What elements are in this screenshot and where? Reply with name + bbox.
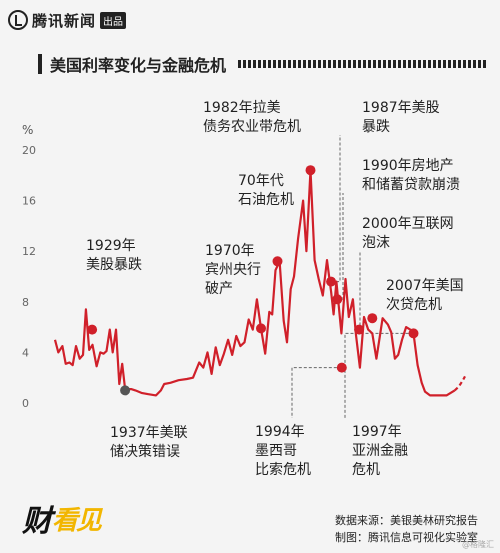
event-label-line: 1929年 xyxy=(86,238,136,254)
brand-tag: 出品 xyxy=(100,11,127,29)
event-label-line: 债务农业带危机 xyxy=(203,119,301,135)
event-label-line: 石油危机 xyxy=(238,192,294,208)
event-label-line: 储决策错误 xyxy=(110,443,180,460)
y-tick-label: 16 xyxy=(22,195,36,208)
annotation-leader-line xyxy=(331,135,341,283)
event-label-line: 宾州央行 xyxy=(205,262,261,278)
title-decor-line xyxy=(238,60,488,68)
y-tick-label: 20 xyxy=(22,144,36,157)
source-line-1: 数据来源：美银美林研究报告 xyxy=(335,514,478,527)
rate-lines xyxy=(53,169,466,397)
event-label-line: 2007年美国 xyxy=(386,278,464,294)
event-markers xyxy=(87,165,419,396)
event-marker xyxy=(332,294,343,305)
event-label-line: 亚洲金融 xyxy=(352,443,408,459)
logo-part-1: 财 xyxy=(22,504,52,539)
event-label-line: 1987年美股 xyxy=(362,100,440,116)
event-label-line: 2000年互联网 xyxy=(362,216,454,232)
chart-title-row: 美国利率变化与金融危机 xyxy=(38,50,488,78)
event-label-line: 1982年拉美 xyxy=(203,100,281,116)
event-label-line: 70年代 xyxy=(238,173,284,189)
event-marker xyxy=(354,324,365,335)
event-label-line: 泡沫 xyxy=(362,235,390,251)
rate-forecast-line xyxy=(453,375,466,392)
tencent-news-logo-icon xyxy=(8,10,28,30)
event-marker xyxy=(272,256,283,267)
event-marker xyxy=(87,324,98,335)
brand[interactable]: 腾讯新闻 出品 xyxy=(8,8,127,32)
chart-title: 美国利率变化与金融危机 xyxy=(50,56,227,75)
event-label-line: 比索危机 xyxy=(255,461,311,478)
y-tick-label: 12 xyxy=(22,245,36,258)
event-label-line: 墨西哥 xyxy=(255,443,297,459)
y-tick-label: 8 xyxy=(22,296,29,309)
event-marker xyxy=(408,328,419,339)
event-marker xyxy=(367,313,378,324)
y-tick-label: 0 xyxy=(22,397,29,410)
event-label-line: 破产 xyxy=(205,281,233,297)
event-label-line: 1937年美联 xyxy=(110,425,188,441)
brand-name: 腾讯新闻 xyxy=(32,11,97,30)
event-marker xyxy=(305,165,316,176)
event-label-line: 危机 xyxy=(352,462,380,478)
footer-logo: 财 看见 xyxy=(22,498,102,539)
event-label-line: 次贷危机 xyxy=(386,297,442,313)
logo-part-2: 看见 xyxy=(52,505,102,536)
source-line-2: 制图：腾讯信息可视化实验室 xyxy=(335,531,478,544)
event-label-line: 和储蓄贷款崩溃 xyxy=(362,177,460,193)
event-label-line: 1990年房地产 xyxy=(362,158,454,174)
corner-mark: @格隆汇 xyxy=(462,540,494,549)
y-tick-label: 4 xyxy=(22,346,29,359)
event-marker xyxy=(120,385,131,396)
event-label-line: 暴跌 xyxy=(362,119,390,135)
title-accent-bar xyxy=(38,54,42,74)
event-marker xyxy=(256,323,266,334)
source-block: 数据来源：美银美林研究报告 制图：腾讯信息可视化实验室 xyxy=(335,512,478,546)
y-axis-unit: % xyxy=(22,123,33,137)
event-label-line: 美股暴跌 xyxy=(86,257,142,273)
event-marker xyxy=(336,362,347,373)
event-label-line: 1994年 xyxy=(255,424,305,440)
annotation-leader-line xyxy=(291,367,342,418)
event-marker xyxy=(326,276,337,287)
y-axis-ticks: 0 4 8 12 16 20 xyxy=(22,144,36,410)
rate-series-line xyxy=(53,169,456,397)
top-bar: 腾讯新闻 出品 xyxy=(0,0,500,40)
event-label-line: 1970年 xyxy=(205,243,255,259)
annotation-leader-line xyxy=(359,251,361,331)
event-label-line: 1997年 xyxy=(352,424,402,440)
